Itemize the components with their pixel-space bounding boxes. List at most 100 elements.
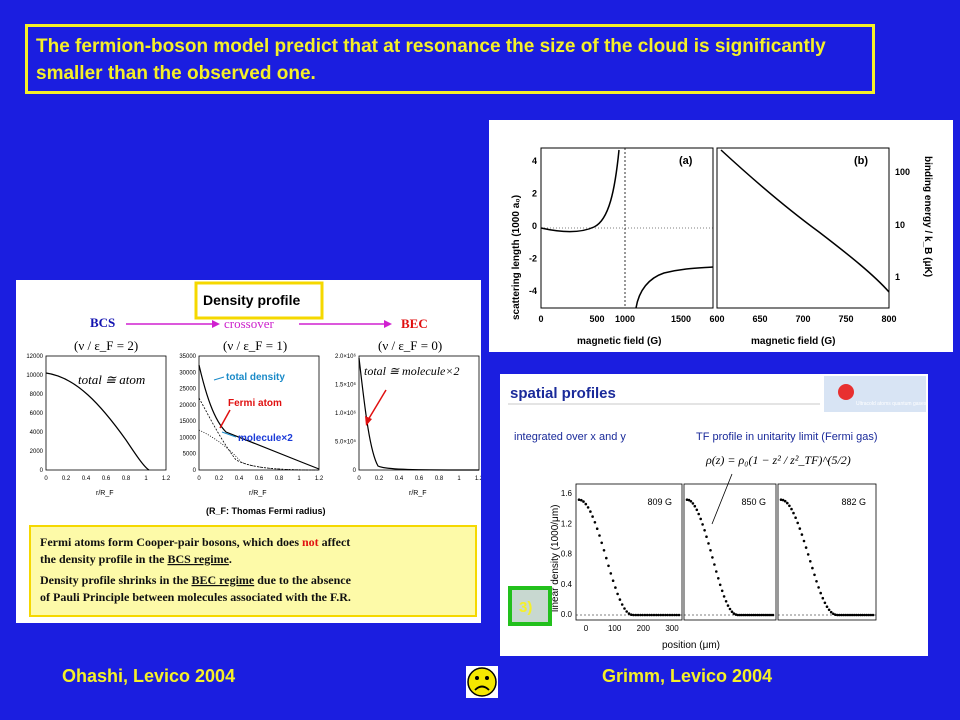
density-point — [738, 613, 742, 617]
y-tick-label: 4 — [532, 156, 537, 166]
density-point — [832, 612, 835, 616]
y-tick-label: 5.0×10⁵ — [335, 439, 357, 446]
density-point — [819, 591, 822, 595]
density-point — [697, 512, 700, 516]
total-atom-label: total ≅ atom — [78, 372, 145, 387]
field-label: 809 G — [647, 497, 672, 507]
binding-energy-ylabel: binding energy / k_B (μK) — [922, 156, 933, 277]
density-point — [746, 613, 749, 617]
plot3-xlabel: r/R_F — [409, 490, 427, 497]
density-point — [829, 610, 833, 614]
y-tick-label: 15000 — [179, 419, 196, 425]
density-point — [867, 613, 871, 617]
y-tick-label: -4 — [529, 286, 537, 296]
density-point — [718, 583, 722, 587]
spatial-subplots: 809 G 850 G 882 G — [575, 483, 877, 621]
bec-label: BEC — [401, 316, 428, 331]
density-point — [602, 549, 606, 552]
density-point — [765, 613, 769, 617]
density-point — [634, 613, 638, 617]
density-point — [632, 613, 635, 617]
density-point — [790, 507, 793, 511]
rf-note: (R_F: Thomas Fermi radius) — [206, 506, 326, 516]
density-point — [836, 613, 839, 617]
y-tick-label: -2 — [529, 254, 537, 264]
density-point — [691, 502, 695, 505]
x-tick-label: 650 — [752, 314, 767, 324]
density-point — [796, 521, 799, 525]
tf-formula: ρ(z) = ρ₀(1 − z² / z²_TF)^(5/2) — [705, 453, 851, 467]
density-point — [614, 586, 617, 589]
density-point — [580, 498, 583, 502]
x-tick-label: 700 — [795, 314, 810, 324]
density-point — [779, 498, 783, 501]
x-tick-label: 0.4 — [395, 476, 404, 482]
density-point — [693, 504, 697, 508]
y-tick-label: 4000 — [30, 430, 44, 436]
density-point — [763, 613, 767, 617]
y-tick-label: 30000 — [179, 370, 196, 376]
density-point — [769, 613, 773, 617]
note-1-line-2: the density profile in the BCS regime. — [40, 552, 232, 566]
density-point — [850, 613, 854, 617]
density-point — [600, 541, 603, 545]
note-2-line-1: Density profile shrinks in the BEC regim… — [40, 573, 352, 587]
density-point — [717, 577, 720, 580]
y-tick-label: 2 — [532, 189, 537, 199]
y-tick-label: 10 — [895, 220, 905, 230]
density-point — [659, 613, 663, 617]
y-tick-label: 0 — [193, 468, 197, 474]
density-point — [643, 613, 647, 617]
density-point — [711, 556, 714, 559]
x-tick-label: 0 — [197, 476, 201, 482]
density-point — [661, 613, 665, 617]
density-point — [844, 613, 848, 617]
fermi-atom-label: Fermi atom — [228, 398, 282, 409]
density-point — [657, 613, 660, 617]
left-xlabel: magnetic field (G) — [577, 336, 661, 347]
density-point — [701, 523, 704, 526]
total-molecule-label: total ≅ molecule×2 — [364, 364, 459, 378]
y-tick-label: 1.5×10⁶ — [335, 382, 357, 389]
crossover-label: crossover — [224, 316, 274, 331]
density-point — [584, 502, 588, 506]
density-point — [593, 521, 597, 524]
y-tick-label: 1.2 — [561, 519, 573, 528]
density-point — [740, 613, 743, 617]
density-point — [855, 613, 858, 617]
density-point — [754, 613, 757, 617]
x-tick-label: 0.6 — [255, 476, 264, 482]
density-point — [720, 589, 724, 593]
x-tick-label: 1.2 — [162, 476, 171, 482]
density-point — [761, 613, 765, 617]
x-tick-label: 0.6 — [102, 476, 111, 482]
density-point — [792, 511, 795, 515]
density-point — [804, 546, 808, 549]
density-point — [817, 586, 820, 589]
x-tick-label: 1 — [457, 476, 461, 482]
x-tick-label: 1.2 — [475, 476, 481, 482]
x-tick-label: 800 — [881, 314, 896, 324]
x-tick-label: 1.2 — [315, 476, 324, 482]
density-point — [798, 527, 802, 530]
logo-text: Ultracold atoms quantum gases — [856, 401, 927, 407]
footer-ohashi: Ohashi, Levico 2004 — [62, 666, 236, 686]
density-point — [827, 608, 831, 612]
density-point — [750, 613, 753, 617]
density-point — [724, 600, 728, 603]
density-point — [834, 613, 837, 616]
density-point — [838, 613, 841, 617]
subplot-frame — [683, 483, 777, 621]
density-point — [781, 498, 785, 502]
x-tick-label: 0 — [357, 476, 361, 482]
density-point — [598, 534, 601, 537]
density-point — [675, 613, 678, 617]
density-point — [630, 613, 633, 616]
density-point — [595, 527, 599, 530]
density-point — [848, 613, 852, 617]
x-tick-label: 1000 — [615, 314, 635, 324]
x-tick-label: 0.2 — [375, 476, 384, 482]
density-point — [705, 535, 708, 538]
x-tick-label: 0 — [584, 624, 589, 633]
density-point — [715, 570, 718, 573]
